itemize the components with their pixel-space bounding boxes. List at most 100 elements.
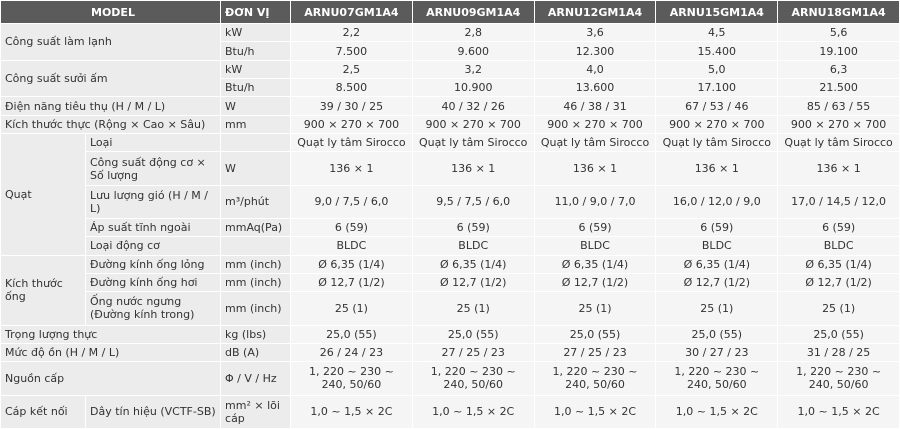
value-cell: 3,6	[533, 22, 657, 43]
value-cell: 6 (59)	[655, 217, 779, 238]
unit-cell: kW	[220, 59, 292, 80]
value-cell: 900 × 270 × 700	[290, 114, 413, 135]
value-cell: 27 / 25 / 23	[411, 342, 535, 363]
value-cell: 27 / 25 / 23	[533, 342, 657, 363]
table-row: Kích thước ống Đường kính ống lỏng mm (inc…	[0, 254, 900, 326]
row-label: Điện năng tiêu thụ (H / M / L)	[0, 96, 222, 116]
unit-cell: kg (lbs)	[220, 324, 292, 344]
value-cell: 900 × 270 × 700	[777, 114, 900, 135]
value-cell: 3,2	[411, 59, 535, 80]
table-row: Đường kính ống hơi mm (inch) Ø 12,7 (1/2) Ø…	[1, 272, 900, 293]
value-cell: Quạt ly tâm Sirocco	[655, 133, 779, 153]
table-row: Quạt Loại Quạt ly tâm Sirocco Quạt ly tâm S…	[0, 133, 900, 256]
value-cell: Quạt ly tâm Sirocco	[290, 133, 413, 153]
value-cell: BLDC	[777, 236, 900, 256]
value-cell: 2,5	[290, 59, 413, 80]
row-sublabel: Dây tín hiệu (VCTF-SB)	[84, 394, 222, 429]
row-sublabel: Đường kính ống lỏng	[84, 254, 222, 274]
value-cell: 1,0 ~ 1,5 × 2C	[290, 394, 413, 429]
value-cell: 136 × 1	[777, 151, 900, 186]
value-cell: 40 / 32 / 26	[411, 96, 535, 116]
value-cell: 12.300	[533, 41, 657, 61]
value-cell: 1,0 ~ 1,5 × 2C	[777, 394, 900, 429]
value-cell: 9.600	[411, 41, 535, 61]
value-cell: 25,0 (55)	[777, 324, 900, 344]
value-cell: 4,5	[655, 22, 779, 43]
value-cell: 136 × 1	[533, 151, 657, 186]
table-row: Công suất động cơ × Số lượng W 136 × 1 136 …	[1, 151, 900, 186]
value-cell: 1, 220 ~ 230 ~ 240, 50/60	[777, 361, 900, 396]
value-cell: Ø 6,35 (1/4)	[533, 254, 657, 274]
value-cell: 25,0 (55)	[411, 324, 535, 344]
row-label: Nguồn cấp	[0, 361, 222, 396]
value-cell: 900 × 270 × 700	[533, 114, 657, 135]
row-sublabel: Loại	[84, 133, 222, 153]
value-cell: 6,3	[777, 59, 900, 80]
row-label: Công suất sưởi ấm	[0, 59, 222, 98]
table-row: Trọng lượng thực kg (lbs) 25,0 (55) 25,0 (5…	[0, 324, 900, 344]
value-cell: 30 / 27 / 23	[655, 342, 779, 363]
value-cell: 136 × 1	[411, 151, 535, 186]
value-cell: Quạt ly tâm Sirocco	[777, 133, 900, 153]
value-cell: 900 × 270 × 700	[411, 114, 535, 135]
value-cell: BLDC	[533, 236, 657, 256]
table-row: Áp suất tĩnh ngoài mmAq(Pa) 6 (59) 6 (59) 6 …	[1, 217, 900, 238]
table-body: Công suất làm lạnh kW 2,2 2,8 3,6 4,5 5,6 Btu/h…	[0, 22, 900, 429]
unit-cell: mm	[220, 114, 292, 135]
value-cell: 1,0 ~ 1,5 × 2C	[655, 394, 779, 429]
value-cell: 1,0 ~ 1,5 × 2C	[533, 394, 657, 429]
value-cell: Quạt ly tâm Sirocco	[533, 133, 657, 153]
value-cell: Ø 12,7 (1/2)	[290, 272, 413, 293]
unit-cell: mm (inch)	[220, 291, 292, 326]
unit-cell: mmAq(Pa)	[220, 217, 292, 238]
row-label: Mức độ ồn (H / M / L)	[0, 342, 222, 363]
unit-cell	[220, 133, 292, 153]
value-cell: 1, 220 ~ 230 ~ 240, 50/60	[290, 361, 413, 396]
row-sublabel: Công suất động cơ × Số lượng	[84, 151, 222, 186]
value-cell: 11,0 / 9,0 / 7,0	[533, 184, 657, 219]
unit-cell	[220, 236, 292, 256]
table-row: Điện năng tiêu thụ (H / M / L) W 39 / 30 /…	[0, 96, 900, 116]
table-row: Công suất làm lạnh kW 2,2 2,8 3,6 4,5 5,6	[0, 22, 900, 61]
value-cell: BLDC	[411, 236, 535, 256]
header-unit: ĐƠN VỊ	[220, 0, 292, 24]
header-model-name: ARNU18GM1A4	[777, 0, 900, 24]
header-model-name: ARNU15GM1A4	[655, 0, 779, 24]
row-sublabel: Loại động cơ	[84, 236, 222, 256]
value-cell: 25,0 (55)	[533, 324, 657, 344]
value-cell: BLDC	[655, 236, 779, 256]
row-sublabel: Áp suất tĩnh ngoài	[84, 217, 222, 238]
value-cell: 6 (59)	[777, 217, 900, 238]
value-cell: 17.100	[655, 78, 779, 98]
unit-cell: mm² × lõi cáp	[220, 394, 292, 429]
unit-cell: W	[220, 151, 292, 186]
table-row: Loại động cơ BLDC BLDC BLDC BLDC BLDC	[1, 236, 900, 256]
unit-cell: dB (A)	[220, 342, 292, 363]
value-cell: 5,0	[655, 59, 779, 80]
row-label: Cáp kết nối	[0, 394, 86, 429]
unit-cell: mm (inch)	[220, 254, 292, 274]
value-cell: 85 / 63 / 55	[777, 96, 900, 116]
value-cell: Ø 12,7 (1/2)	[777, 272, 900, 293]
value-cell: 1, 220 ~ 230 ~ 240, 50/60	[655, 361, 779, 396]
value-cell: 25 (1)	[777, 291, 900, 326]
value-cell: Ø 6,35 (1/4)	[411, 254, 535, 274]
value-cell: 136 × 1	[290, 151, 413, 186]
unit-cell: Btu/h	[220, 41, 292, 61]
unit-cell: mm (inch)	[220, 272, 292, 293]
value-cell: 13.600	[533, 78, 657, 98]
value-cell: Ø 6,35 (1/4)	[290, 254, 413, 274]
table-row: Btu/h 7.500 9.600 12.300 15.400 19.100	[1, 41, 900, 61]
value-cell: 9,5 / 7,5 / 6,0	[411, 184, 535, 219]
row-sublabel: Lưu lượng gió (H / M / L)	[84, 184, 222, 219]
unit-cell: Φ / V / Hz	[220, 361, 292, 396]
value-cell: 19.100	[777, 41, 900, 61]
table-row: Cáp kết nối Dây tín hiệu (VCTF-SB) mm² × l…	[0, 394, 900, 429]
unit-cell: kW	[220, 22, 292, 43]
value-cell: 6 (59)	[533, 217, 657, 238]
table-row: Lưu lượng gió (H / M / L) m³/phút 9,0 / 7,…	[1, 184, 900, 219]
header-model-name: ARNU09GM1A4	[411, 0, 535, 24]
header-model-name: ARNU07GM1A4	[290, 0, 413, 24]
row-label: Kích thước ống	[0, 254, 86, 326]
